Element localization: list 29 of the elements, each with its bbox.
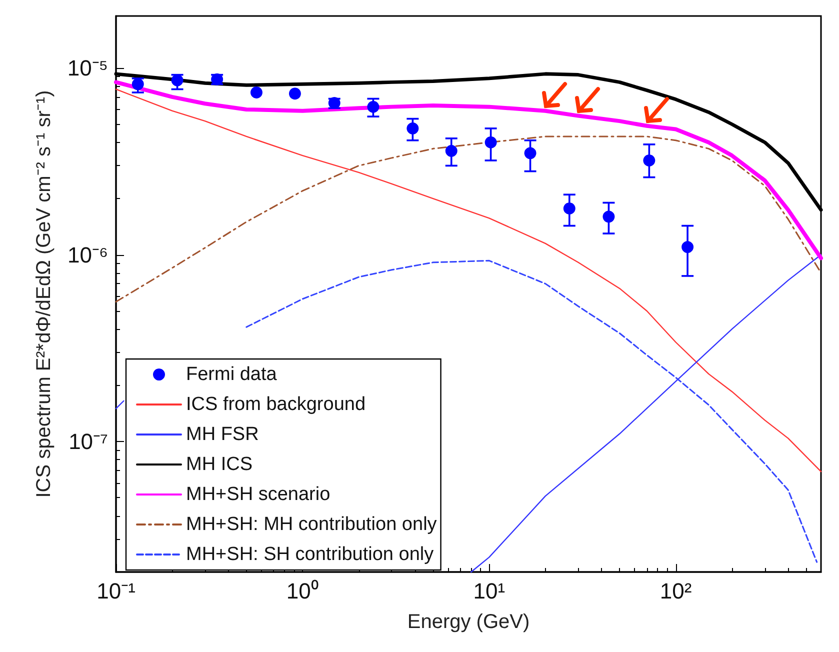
x-tick-label: 10⁰ [286, 578, 319, 604]
point [406, 122, 419, 134]
legend-label: ICS from background [186, 394, 366, 415]
y-tick-label: 10⁻⁶ [67, 242, 108, 268]
y-tick-label: 10⁻⁷ [68, 428, 108, 454]
point [288, 88, 301, 100]
point [682, 241, 694, 254]
legend-label: Fermi data [186, 364, 278, 385]
x-tick-label: 10⁻¹ [96, 578, 136, 604]
x-tick-label: 10¹ [473, 578, 506, 604]
point [171, 74, 184, 86]
point [643, 154, 656, 166]
point [563, 202, 576, 214]
point [602, 210, 615, 223]
y-axis-title: ICS spectrum E²*dΦ/dEdΩ (GeV cm⁻² s⁻¹ sr⁻¹) [33, 90, 55, 498]
point [445, 144, 458, 157]
point [132, 78, 144, 90]
legend-label: MH ICS [186, 454, 252, 475]
x-axis-title: Energy (GeV) [407, 611, 530, 633]
point [367, 100, 380, 113]
x-tick-label: 10² [660, 578, 692, 604]
point [250, 86, 262, 98]
point [484, 136, 497, 148]
point [524, 147, 536, 160]
y-tick-label: 10⁻⁵ [67, 56, 108, 81]
legend-label: MH+SH: MH contribution only [186, 514, 438, 535]
legend-label: MH+SH: SH contribution only [186, 544, 434, 565]
legend-label: MH FSR [186, 424, 259, 445]
legend-label: MH+SH scenario [186, 484, 330, 505]
